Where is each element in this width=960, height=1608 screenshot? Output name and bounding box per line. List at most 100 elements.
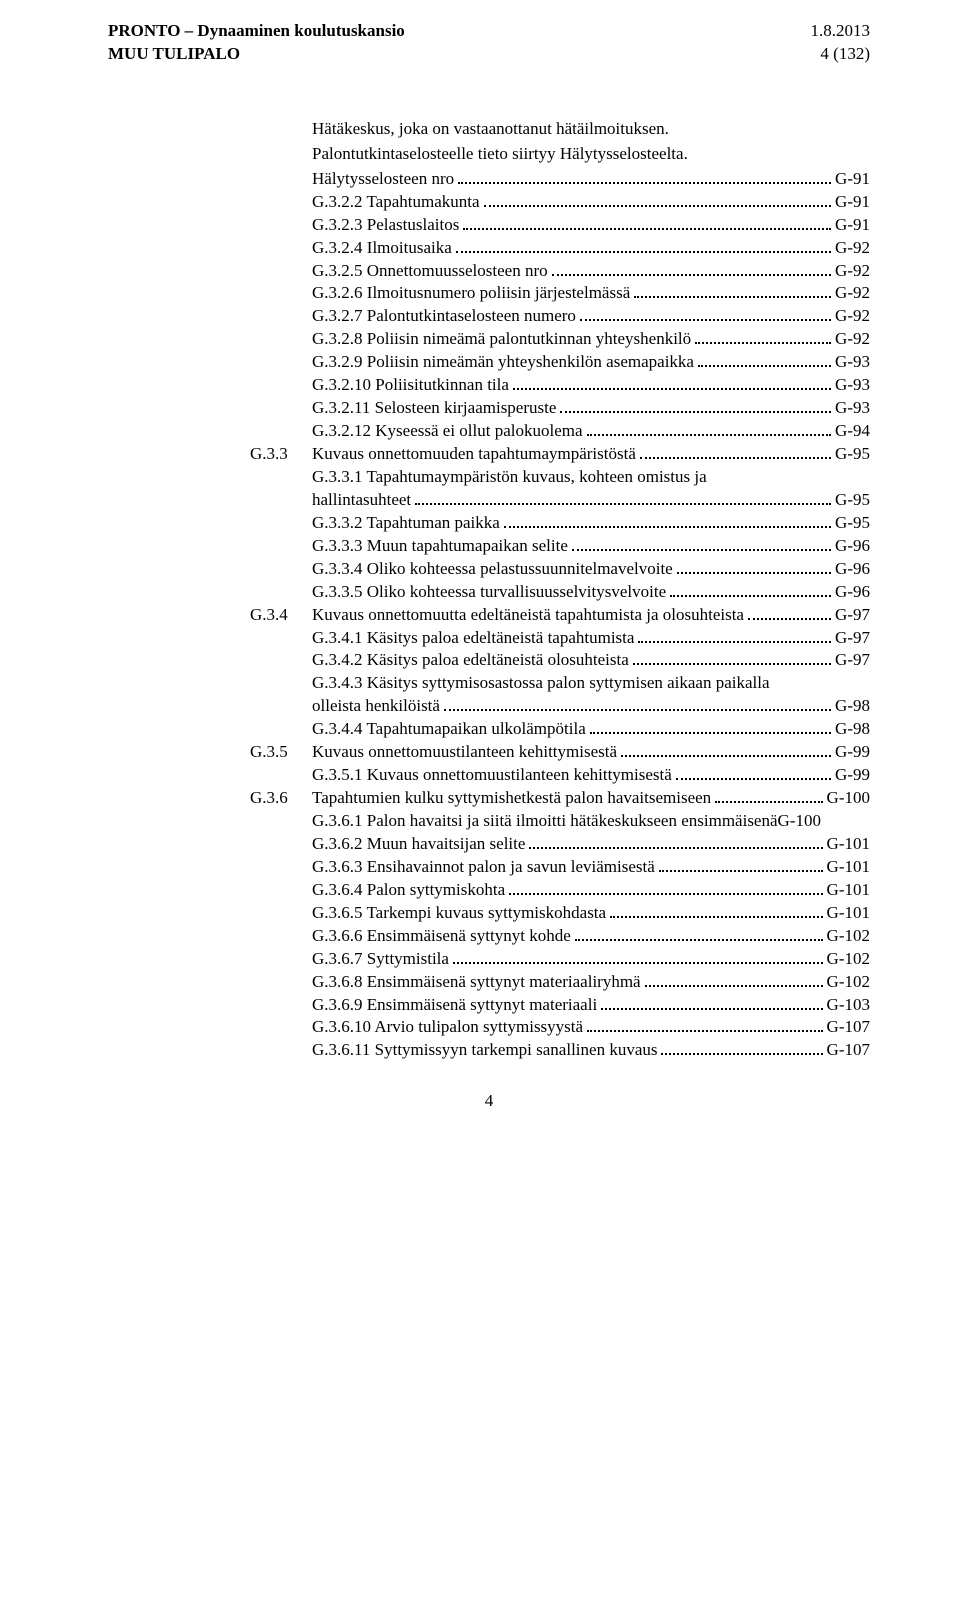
toc-page: G-95: [835, 443, 870, 466]
toc-leader-dots: [634, 283, 831, 299]
toc-entry: G.3.2.12 Kyseessä ei ollut palokuolema G…: [250, 420, 870, 443]
header-left: PRONTO – Dynaaminen koulutuskansio MUU T…: [108, 20, 405, 66]
toc-page: G-92: [835, 328, 870, 351]
toc-title: G.3.6.4 Palon syttymiskohta: [312, 879, 505, 902]
toc-entry: G.3.2.11 Selosteen kirjaamisperuste G-93: [250, 397, 870, 420]
toc-entry: G.3.2.3 Pelastuslaitos G-91: [250, 214, 870, 237]
toc-page: G-101: [827, 902, 870, 925]
toc-entry: G.3.2.9 Poliisin nimeämän yhteyshenkilön…: [250, 351, 870, 374]
toc-leader-dots: [676, 765, 831, 781]
toc-page: G-92: [835, 237, 870, 260]
toc-entry: G.3.6.7 Syttymistila G-102: [250, 948, 870, 971]
toc-page: G-99: [835, 764, 870, 787]
toc-leader-dots: [587, 420, 832, 436]
toc-entry: G.3.6.5 Tarkempi kuvaus syttymiskohdasta…: [250, 902, 870, 925]
toc-leader-dots: [601, 994, 822, 1010]
toc-entry: G.3.6.4 Palon syttymiskohta G-101: [250, 879, 870, 902]
toc-leader-dots: [645, 971, 823, 987]
toc-entry: G.3.4.4 Tapahtumapaikan ulkolämpötila G-…: [250, 718, 870, 741]
header-title-2: MUU TULIPALO: [108, 43, 405, 66]
toc-entry: G.3.3.4 Oliko kohteessa pelastussuunnite…: [250, 558, 870, 581]
toc-entry: G.3.6.1 Palon havaitsi ja siitä ilmoitti…: [250, 810, 870, 833]
toc-title: G.3.6.3 Ensihavainnot palon ja savun lev…: [312, 856, 655, 879]
toc-page: G-92: [835, 260, 870, 283]
toc-page: G-99: [835, 741, 870, 764]
toc-title: G.3.4.4 Tapahtumapaikan ulkolämpötila: [312, 718, 586, 741]
footer-page-number: 4: [485, 1091, 494, 1110]
toc-entry-line1: G.3.4.3 Käsitys syttymisosastossa palon …: [312, 672, 870, 695]
toc-leader-dots: [456, 237, 831, 253]
toc-entry: G.3.3Kuvaus onnettomuuden tapahtumaympär…: [250, 443, 870, 466]
toc-leader-dots: [453, 948, 823, 964]
toc-title: G.3.2.2 Tapahtumakunta: [312, 191, 480, 214]
toc-title: G.3.6.1 Palon havaitsi ja siitä ilmoitti…: [312, 810, 778, 833]
toc-leader-dots: [677, 558, 831, 574]
toc-page: G-96: [835, 581, 870, 604]
toc-title: Kuvaus onnettomuutta edeltäneistä tapaht…: [312, 604, 744, 627]
toc-title: G.3.6.5 Tarkempi kuvaus syttymiskohdasta: [312, 902, 606, 925]
intro-line-1: Hätäkeskus, joka on vastaanottanut hätäi…: [250, 118, 870, 141]
toc-title: G.3.4.1 Käsitys paloa edeltäneistä tapah…: [312, 627, 634, 650]
toc-entry: G.3.3.5 Oliko kohteessa turvallisuusselv…: [250, 581, 870, 604]
toc-page: G-93: [835, 397, 870, 420]
toc-page: G-107: [827, 1039, 870, 1062]
toc-leader-dots: [633, 650, 831, 666]
toc-page: G-91: [835, 191, 870, 214]
toc-leader-dots: [560, 398, 831, 414]
toc-code: G.3.5: [250, 741, 312, 764]
toc-leader-dots: [444, 696, 831, 712]
toc-leader-dots: [590, 719, 831, 735]
toc-entry-line2: olleista henkilöistä G-98: [312, 695, 870, 718]
toc-leader-dots: [458, 168, 831, 184]
toc-page: G-95: [835, 489, 870, 512]
toc-leader-dots: [580, 306, 831, 322]
toc-title: G.3.2.10 Poliisitutkinnan tila: [312, 374, 509, 397]
toc-title: G.3.2.7 Palontutkintaselosteen numero: [312, 305, 576, 328]
toc-entry: G.3.5.1 Kuvaus onnettomuustilanteen kehi…: [250, 764, 870, 787]
toc-title: G.3.3.5 Oliko kohteessa turvallisuusselv…: [312, 581, 666, 604]
toc-entry: G.3.4.3 Käsitys syttymisosastossa palon …: [250, 672, 870, 718]
toc-page: G-91: [835, 168, 870, 191]
toc-page: G-103: [827, 994, 870, 1017]
toc-page: G-94: [835, 420, 870, 443]
toc-entry: G.3.2.4 Ilmoitusaika G-92: [250, 237, 870, 260]
toc-entry: G.3.6.6 Ensimmäisenä syttynyt kohde G-10…: [250, 925, 870, 948]
toc-title: G.3.6.7 Syttymistila: [312, 948, 449, 971]
toc-page: G-96: [835, 558, 870, 581]
toc-entry: G.3.6.2 Muun havaitsijan selite G-101: [250, 833, 870, 856]
toc-page: G-91: [835, 214, 870, 237]
header-page-of: 4 (132): [811, 43, 871, 66]
toc-page: G-101: [827, 879, 870, 902]
toc-page: G-102: [827, 948, 870, 971]
toc-entry: G.3.3.3 Muun tapahtumapaikan selite G-96: [250, 535, 870, 558]
toc-leader-dots: [610, 902, 822, 918]
toc-page: G-92: [835, 282, 870, 305]
toc-entry: G.3.6.3 Ensihavainnot palon ja savun lev…: [250, 856, 870, 879]
toc-entry-line1: G.3.3.1 Tapahtumaympäristön kuvaus, koht…: [312, 466, 870, 489]
toc-entry: G.3.4Kuvaus onnettomuutta edeltäneistä t…: [250, 604, 870, 627]
toc-title: G.3.2.12 Kyseessä ei ollut palokuolema: [312, 420, 583, 443]
toc-leader-dots: [513, 375, 831, 391]
toc-entry: G.3.6.9 Ensimmäisenä syttynyt materiaali…: [250, 994, 870, 1017]
page-header: PRONTO – Dynaaminen koulutuskansio MUU T…: [108, 20, 870, 66]
toc-code: G.3.6: [250, 787, 312, 810]
toc-page: G-92: [835, 305, 870, 328]
toc-page: G-100: [778, 810, 821, 833]
toc-leader-dots: [621, 742, 831, 758]
toc-page: G-97: [835, 649, 870, 672]
toc-leader-dots: [552, 260, 831, 276]
toc-page: G-102: [827, 971, 870, 994]
toc-title: Tapahtumien kulku syttymishetkestä palon…: [312, 787, 711, 810]
toc-title: G.3.3.2 Tapahtuman paikka: [312, 512, 500, 535]
toc-page: G-97: [835, 627, 870, 650]
toc-title: G.3.4.2 Käsitys paloa edeltäneistä olosu…: [312, 649, 629, 672]
toc-title: G.3.6.11 Syttymissyyn tarkempi sanalline…: [312, 1039, 657, 1062]
toc-leader-dots: [484, 191, 832, 207]
toc-leader-dots: [529, 833, 822, 849]
toc-entry: G.3.6.10 Arvio tulipalon syttymissyystä …: [250, 1016, 870, 1039]
toc-entry: G.3.2.10 Poliisitutkinnan tila G-93: [250, 374, 870, 397]
toc-page: G-93: [835, 374, 870, 397]
toc-leader-dots: [504, 512, 831, 528]
toc-title: G.3.6.9 Ensimmäisenä syttynyt materiaali: [312, 994, 597, 1017]
toc-entry-line2: hallintasuhteet G-95: [312, 489, 870, 512]
